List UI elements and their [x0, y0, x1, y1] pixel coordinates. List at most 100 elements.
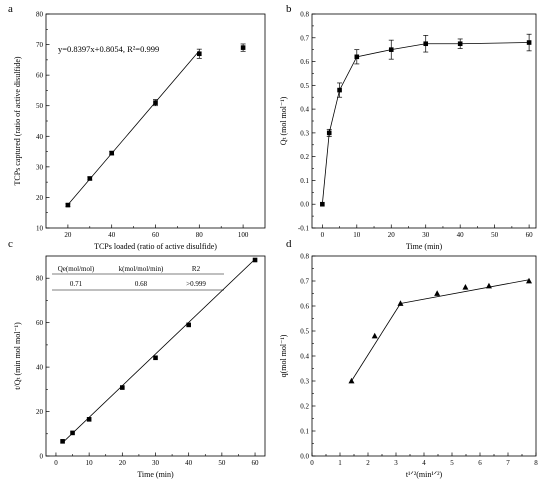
x-axis-label: t¹ᐟ²(min¹ᐟ²): [406, 470, 443, 479]
table-cell: >0.999: [186, 280, 206, 288]
plot-frame: [311, 13, 537, 229]
data-point: [462, 284, 469, 290]
x-tick-label: 40: [108, 231, 116, 239]
y-tick-label: 0.0: [300, 201, 309, 209]
data-point: [109, 150, 114, 156]
data-point: [87, 176, 93, 181]
data-point: [526, 40, 532, 45]
y-tick-label: 20: [36, 194, 44, 202]
data-point: [86, 417, 92, 422]
data-point: [485, 282, 492, 289]
y-tick-label: 60: [36, 319, 44, 327]
y-tick-label: 70: [36, 41, 44, 49]
x-tick-label: 20: [388, 231, 396, 239]
x-tick-label: 50: [491, 231, 499, 239]
y-axis-label: t/Qₜ (min mol mol⁻¹): [13, 322, 22, 390]
data-point: [70, 430, 75, 436]
fit-line: [62, 258, 256, 443]
y-tick-label: 40: [36, 133, 44, 141]
table-cell: 0.71: [70, 280, 83, 288]
y-axis-label: Qₜ (mol mol⁻¹): [279, 96, 288, 145]
data-point: [423, 41, 429, 47]
y-tick-label: 0: [40, 453, 44, 461]
data-point: [388, 47, 394, 52]
x-tick-label: 30: [422, 231, 430, 239]
y-tick-label: 0.2: [300, 153, 309, 161]
table-cell: 0.68: [135, 280, 148, 288]
y-tick-label: 0.6: [300, 58, 309, 66]
plot-frame: [311, 255, 537, 457]
data-point: [326, 130, 332, 136]
y-tick-label: 0.7: [300, 34, 309, 42]
series-line: [321, 42, 530, 205]
y-tick-label: 0.5: [300, 82, 309, 90]
x-tick-label: 10: [353, 231, 361, 239]
panel-c: c 0 10 20 30 40 50 60 0 20 40 60 80 Time (min) t/Qₜ (m…: [8, 238, 266, 479]
x-tick-label: 7: [506, 459, 510, 467]
x-tick-label: 1: [338, 459, 342, 467]
y-tick-label: 0.2: [300, 403, 309, 411]
y-tick-label: 0.3: [300, 129, 309, 137]
y-tick-label: 0.1: [300, 428, 309, 436]
y-tick-label: 0.8: [300, 11, 309, 19]
data-point: [252, 257, 258, 263]
y-tick-label: 0.0: [300, 453, 309, 461]
y-tick-label: 0.4: [300, 106, 309, 114]
data-point: [526, 277, 532, 284]
x-tick-label: 60: [252, 459, 260, 467]
x-tick-label: 40: [457, 231, 465, 239]
x-tick-label: 60: [152, 231, 160, 239]
x-tick-label: 50: [218, 459, 226, 467]
panel-letter: b: [286, 3, 292, 15]
data-point: [240, 45, 246, 50]
data-point: [337, 87, 342, 93]
x-tick-label: 2: [366, 459, 370, 467]
data-point: [153, 355, 158, 361]
panel-a: a 20 40 60 80 100 10 20 30 40 50 60 70 80 TCPs loaded …: [8, 3, 266, 251]
x-tick-label: 3: [394, 459, 398, 467]
y-tick-label: 40: [36, 364, 44, 372]
x-axis-label: TCPs loaded (ratio of active disulfide): [94, 242, 217, 251]
y-tick-label: 0.8: [300, 253, 309, 261]
fit-line: [67, 50, 200, 206]
x-tick-label: 5: [450, 459, 454, 467]
x-tick-label: 20: [119, 459, 127, 467]
x-tick-label: 4: [422, 459, 426, 467]
param-table: Qe(mol/mol) k(mol/mol/min) R2 0.71 0.68 >0.99…: [52, 265, 224, 291]
x-axis-label: Time (min): [406, 242, 443, 251]
x-tick-label: 100: [238, 231, 249, 239]
y-tick-label: 0.1: [300, 177, 309, 185]
data-point: [320, 201, 325, 207]
y-tick-label: 80: [36, 11, 44, 19]
x-tick-label: 8: [534, 459, 538, 467]
data-point: [348, 377, 355, 384]
y-tick-label: 0.4: [300, 353, 309, 361]
x-tick-label: 6: [478, 459, 482, 467]
panel-d: d 0 1 2 3 4 5 6 7 8 0.0 0.1 0.2 0.3 0.4 0.5 0.6 0.7 0.8 t¹ᐟ…: [279, 238, 538, 479]
x-tick-label: 0: [310, 459, 314, 467]
fit-segment: [400, 279, 530, 304]
y-tick-label: -0.1: [298, 225, 310, 233]
y-tick-label: 0.6: [300, 303, 309, 311]
data-point: [153, 100, 158, 105]
data-point: [397, 300, 404, 306]
data-point: [457, 41, 463, 47]
x-tick-label: 20: [64, 231, 72, 239]
fit-segment: [351, 303, 401, 382]
data-point: [60, 439, 65, 444]
y-axis-label: TCPs captured (ratio of active disulfide…: [13, 56, 22, 185]
data-point: [371, 332, 378, 339]
panel-b: b 0 10 20 30 40 50 60 -0.1 0.0 0.1 0.2 0.3 0.4 0.5 0.6 0…: [279, 3, 537, 251]
table-header: k(mol/mol/min): [119, 265, 164, 273]
x-tick-label: 40: [185, 459, 193, 467]
fit-equation: y=0.8397x+0.8054, R²=0.999: [58, 44, 159, 54]
x-tick-label: 0: [54, 459, 58, 467]
x-tick-label: 30: [152, 459, 160, 467]
y-tick-label: 50: [36, 102, 44, 110]
y-tick-label: 80: [36, 275, 44, 283]
y-tick-label: 30: [36, 163, 44, 171]
y-tick-label: 0.3: [300, 378, 309, 386]
panel-letter: d: [286, 238, 292, 250]
panel-letter: a: [8, 3, 13, 15]
